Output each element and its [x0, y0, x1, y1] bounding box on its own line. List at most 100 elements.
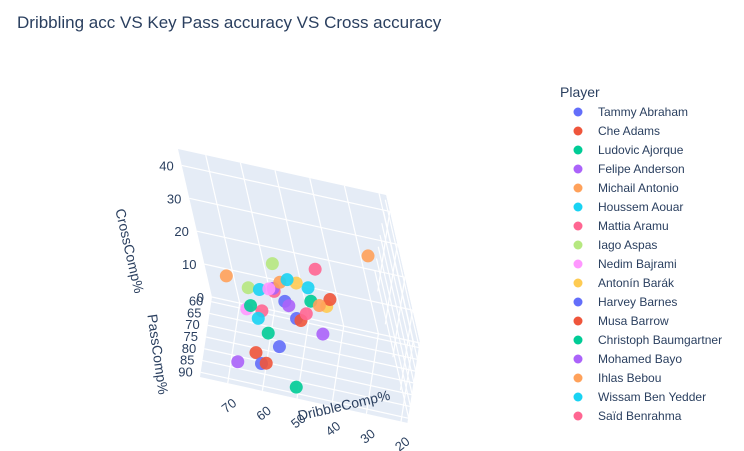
y-tick-label: 90 [178, 364, 192, 379]
legend-marker [573, 183, 583, 193]
pane-back-xz [178, 149, 420, 343]
y-tick-label: 85 [180, 353, 194, 368]
legend-marker [573, 126, 583, 136]
gridline-z [196, 230, 406, 278]
gridline-z [181, 164, 390, 213]
legend-marker [573, 164, 583, 174]
scatter-point [301, 281, 315, 295]
legend-item[interactable]: Houssem Aouar [573, 200, 684, 214]
legend-item[interactable]: Musa Barrow [573, 314, 670, 328]
scatter-point [323, 293, 337, 307]
legend-item[interactable]: Harvey Barnes [573, 295, 678, 309]
legend-item[interactable]: Ihlas Bebou [573, 371, 662, 385]
legend-label: Ludovic Ajorque [598, 143, 684, 157]
legend-item[interactable]: Antonín Barák [573, 276, 676, 290]
y-axis-title: PassComp% [144, 313, 171, 395]
legend-item[interactable]: Ludovic Ajorque [573, 143, 684, 157]
scatter-point [280, 273, 294, 287]
gridline-y [381, 223, 417, 372]
z-tick-label: 30 [167, 191, 181, 206]
scatter-point [249, 346, 263, 360]
legend-item[interactable]: Wissam Ben Yedder [573, 390, 707, 404]
legend-item[interactable]: Che Adams [573, 124, 661, 138]
legend-marker [573, 411, 583, 421]
data-points [219, 249, 375, 394]
legend-label: Ihlas Bebou [598, 371, 661, 385]
legend-label: Saïd Benrahma [598, 409, 682, 423]
gridline-x [309, 177, 345, 327]
legend-item[interactable]: Saïd Benrahma [573, 409, 682, 423]
legend-marker [573, 202, 583, 212]
scatter-point [265, 257, 279, 271]
legend-item[interactable]: Tammy Abraham [573, 105, 689, 119]
legend-label: Wissam Ben Yedder [598, 390, 706, 404]
legend-label: Felipe Anderson [598, 162, 685, 176]
gridline-y [209, 312, 418, 361]
y-tick-label: 80 [182, 341, 196, 356]
scatter-point [259, 356, 273, 370]
x-tick-label: 30 [357, 426, 378, 447]
legend-title: Player [560, 84, 600, 100]
gridline-y [384, 199, 420, 348]
gridline-y [205, 336, 415, 384]
legend-item[interactable]: Mattia Aramu [573, 219, 669, 233]
z-tick-label: 40 [159, 158, 173, 173]
gridline-z [384, 244, 398, 325]
gridline-y [375, 258, 412, 407]
scatter-point [251, 311, 265, 325]
legend-label: Musa Barrow [598, 314, 669, 328]
scatter-point [282, 299, 296, 313]
gridline-x [205, 154, 241, 304]
legend-item[interactable]: Felipe Anderson [573, 162, 685, 176]
legend-marker [573, 335, 583, 345]
gridline-y [200, 371, 409, 419]
chart-title: Dribbling acc VS Key Pass accuracy VS Cr… [17, 13, 442, 32]
scatter-point [261, 326, 275, 340]
scatter-point [361, 249, 375, 263]
legend-item[interactable]: Nedim Bajrami [573, 257, 677, 271]
legend-marker [573, 259, 583, 269]
gridline-y [374, 270, 410, 419]
z-tick-label: 10 [182, 257, 196, 272]
z-axis-title: CrossComp% [112, 207, 147, 295]
legend-marker [573, 278, 583, 288]
gridline-z [399, 310, 414, 391]
y-tick-label: 70 [185, 317, 199, 332]
scatter-point [252, 283, 266, 297]
scatter-point [272, 340, 286, 354]
legend-item[interactable]: Mohamed Bayo [573, 352, 683, 366]
legend-marker [573, 316, 583, 326]
legend-label: Nedim Bajrami [598, 257, 677, 271]
y-tick-label: 60 [189, 294, 203, 309]
legend-label: Mohamed Bayo [598, 352, 682, 366]
x-tick-label: 60 [253, 403, 274, 424]
legend: Player Tammy Abraham Che Adams Ludovic Ajo… [560, 84, 722, 423]
scatter-point [308, 262, 322, 276]
legend-label: Houssem Aouar [598, 200, 683, 214]
x-tick-label: 40 [323, 418, 344, 439]
scatter-point [231, 355, 245, 369]
legend-marker [573, 240, 583, 250]
legend-marker [573, 297, 583, 307]
y-tick-label: 65 [187, 305, 201, 320]
legend-marker [573, 221, 583, 231]
gridline-z [377, 211, 391, 292]
legend-marker [573, 373, 583, 383]
grid-lines [181, 154, 421, 424]
legend-item[interactable]: Michail Antonio [573, 181, 680, 195]
axis-panes [178, 149, 420, 423]
scatter-point [289, 380, 303, 394]
gridline-y [377, 246, 413, 395]
gridline-y [382, 211, 419, 360]
legend-item[interactable]: Iago Aspas [573, 238, 658, 252]
legend-item[interactable]: Christoph Baumgartner [573, 333, 723, 347]
legend-marker [573, 107, 583, 117]
gridline-z [407, 342, 421, 424]
legend-marker [573, 145, 583, 155]
x-tick-label: 20 [392, 434, 413, 451]
legend-label: Harvey Barnes [598, 295, 677, 309]
scatter-point [241, 281, 255, 295]
legend-label: Tammy Abraham [598, 105, 688, 119]
